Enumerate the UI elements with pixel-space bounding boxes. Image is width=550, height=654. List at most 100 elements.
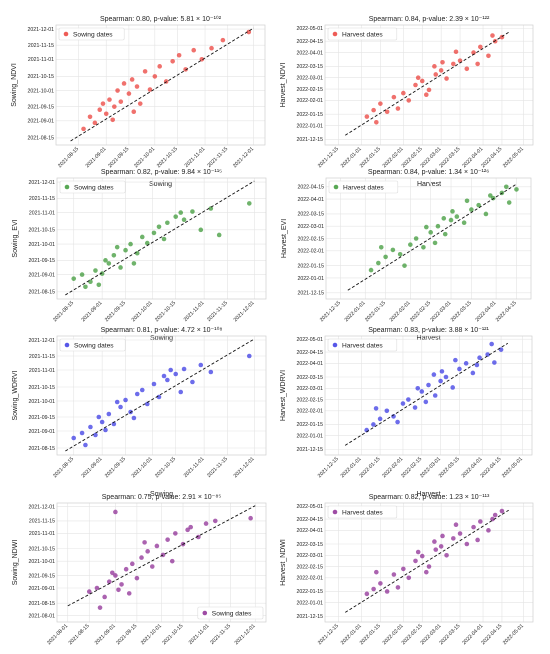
data-point <box>129 77 135 82</box>
data-point <box>96 282 102 288</box>
x-tick-label: 2021-12-01 <box>233 456 256 479</box>
y-axis-label: Harvest_WDRVI <box>280 370 287 421</box>
y-tick-label: 2021-12-01 <box>28 504 55 510</box>
trend-line <box>345 31 509 136</box>
y-tick-label: 2021-10-01 <box>28 559 55 565</box>
y-axis-label: Harvest_NDVI <box>280 63 287 108</box>
data-point <box>123 397 128 403</box>
y-tick-label: 2021-09-15 <box>28 258 55 264</box>
data-point <box>433 547 439 552</box>
y-tick-label: 2021-10-01 <box>28 399 55 405</box>
data-point <box>432 240 438 246</box>
legend-marker <box>332 509 338 515</box>
y-tick-label: 2022-01-01 <box>296 434 323 440</box>
x-tick-label: 2022-04-01 <box>475 300 498 323</box>
data-point <box>451 61 456 67</box>
data-point <box>246 201 252 206</box>
legend: Sowing dates <box>59 338 126 352</box>
data-point <box>102 594 107 600</box>
chart-panel-3: 2021-08-15 2021-09-01 2021-09-15 2021-10-01… <box>12 169 267 342</box>
y-tick-label: 2022-02-01 <box>296 98 323 104</box>
data-point <box>390 247 396 253</box>
data-point <box>173 371 179 377</box>
y-tick-label: 2022-03-15 <box>296 375 323 381</box>
data-point <box>112 104 117 109</box>
y-tick-label: 2021-10-15 <box>28 228 55 234</box>
data-point <box>111 252 117 258</box>
data-point <box>83 442 88 448</box>
data-point <box>448 217 454 223</box>
data-point <box>198 227 204 233</box>
data-point <box>485 352 490 357</box>
y-tick-label: 2021-10-01 <box>28 242 55 248</box>
data-point <box>506 200 512 205</box>
data-point <box>486 528 491 533</box>
data-point <box>464 198 470 204</box>
data-point <box>185 527 190 533</box>
data-point <box>144 240 150 246</box>
data-point <box>471 50 476 55</box>
data-point <box>397 251 403 257</box>
y-tick-label: 2021-10-15 <box>28 546 55 552</box>
data-point <box>169 558 175 564</box>
data-point <box>374 569 379 575</box>
y-tick-label: 2021-11-01 <box>29 210 55 216</box>
data-point <box>441 216 447 221</box>
x-tick-label: 2022-03-15 <box>438 146 461 169</box>
x-tick-label: 2021-10-15 <box>161 623 184 646</box>
legend-box <box>58 27 125 41</box>
data-point <box>483 211 489 217</box>
data-point <box>220 37 226 43</box>
x-tick-label: 2022-01-01 <box>344 300 367 323</box>
data-point <box>116 587 121 593</box>
data-point <box>373 406 379 411</box>
y-tick-label: 2022-01-15 <box>296 422 323 428</box>
y-tick-label: 2022-05-01 <box>296 26 323 32</box>
data-point <box>475 61 480 67</box>
data-point <box>165 377 170 383</box>
y-tick-label: 2021-12-15 <box>297 291 324 297</box>
legend-box <box>327 505 398 519</box>
data-point <box>384 589 390 594</box>
y-tick-label: 2022-03-15 <box>296 64 323 70</box>
y-tick-label: 2022-03-01 <box>296 553 323 559</box>
x-axis-label: Harvest <box>416 491 440 498</box>
data-point <box>478 44 483 50</box>
data-point <box>248 515 253 521</box>
data-point <box>79 272 85 277</box>
x-tick-label: 2022-04-15 <box>495 300 518 323</box>
data-point <box>208 369 214 375</box>
legend-marker <box>202 610 208 616</box>
x-tick-label: 2021-10-01 <box>133 146 156 169</box>
y-tick-label: 2021-11-01 <box>28 57 54 63</box>
data-point <box>428 230 433 235</box>
data-point <box>377 416 383 422</box>
trend-line <box>65 180 255 296</box>
y-tick-label: 2022-01-15 <box>297 263 324 269</box>
chart-panel-8: 2021-12-15 2022-01-01 2022-01-15 2022-02-01… <box>280 494 534 646</box>
legend-label: Sowing dates <box>74 342 114 349</box>
data-point <box>503 184 509 190</box>
legend-label: Harvest dates <box>342 509 383 516</box>
x-tick-label: 2022-05-01 <box>502 146 525 169</box>
y-tick-label: 2022-01-01 <box>296 601 323 607</box>
trend-line <box>67 505 256 607</box>
data-point <box>406 575 412 581</box>
data-point <box>419 389 425 394</box>
data-point <box>395 585 401 590</box>
x-axis-label: Sowing <box>150 335 173 342</box>
y-tick-label: 2021-12-15 <box>296 614 323 620</box>
data-point <box>364 591 370 597</box>
x-tick-label: 2022-03-15 <box>438 456 461 479</box>
data-point <box>97 107 103 113</box>
trend-line <box>70 27 254 142</box>
plot-frame <box>55 24 266 146</box>
legend-label: Harvest dates <box>342 342 383 349</box>
data-point <box>99 419 105 425</box>
chart-title: Spearman: 0.80, p-value: 5.81 × 10⁻¹⁰² <box>100 15 222 23</box>
data-point <box>123 566 129 572</box>
data-point <box>477 355 482 361</box>
data-point <box>107 97 112 102</box>
data-point <box>100 101 106 106</box>
data-point <box>457 366 462 372</box>
